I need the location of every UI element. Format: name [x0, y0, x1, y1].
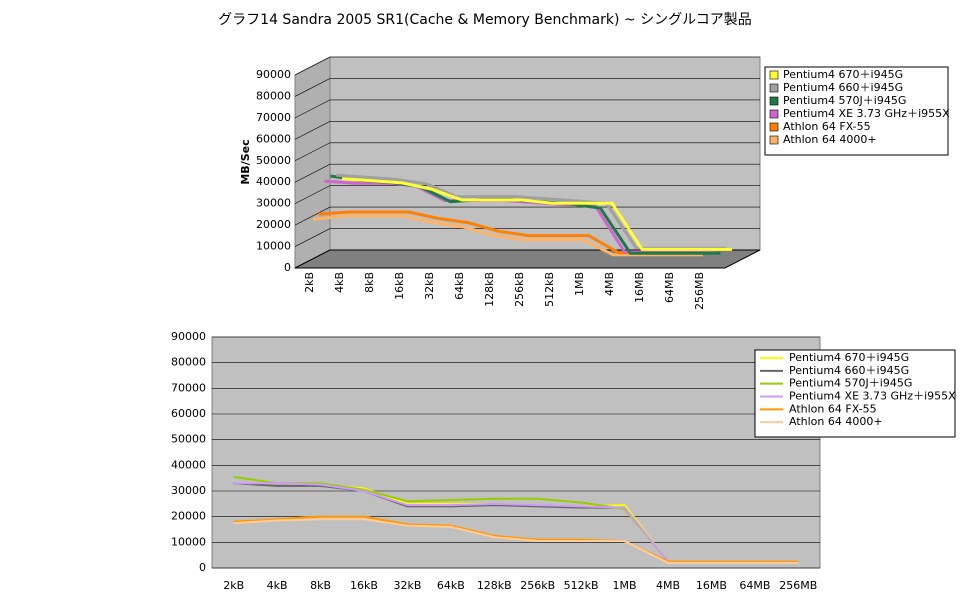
legend-label: Pentium4 XE 3.73 GHz＋i955X	[783, 107, 950, 120]
y-tick-label: 80000	[256, 89, 291, 102]
legend-swatch	[769, 122, 779, 132]
y-tick-label: 40000	[171, 458, 206, 471]
x-tick-label: 64kB	[437, 579, 465, 592]
legend-swatch	[769, 70, 779, 80]
chart-title: グラフ14 Sandra 2005 SR1(Cache & Memory Ben…	[218, 12, 752, 28]
y-tick-label: 40000	[256, 175, 291, 188]
x-tick-label: 2kB	[303, 272, 316, 293]
legend-swatch	[769, 96, 779, 106]
y-tick-label: 10000	[171, 535, 206, 548]
grid-line	[294, 56, 760, 76]
x-tick-label: 4MB	[603, 272, 616, 296]
x-tick-label: 2kB	[223, 579, 244, 592]
y-tick-label: 90000	[256, 68, 291, 81]
grid-line	[294, 185, 760, 204]
legend-swatch	[769, 135, 779, 145]
y-tick-label: 70000	[171, 381, 206, 394]
x-tick-label: 16MB	[633, 272, 646, 303]
series-line	[233, 515, 799, 563]
legend-label: Pentium4 670＋i945G	[789, 351, 909, 364]
y-tick-label: 20000	[256, 218, 291, 231]
x-tick-label: 1MB	[613, 579, 637, 592]
x-tick-label: 16MB	[696, 579, 727, 592]
legend-label: Pentium4 660＋i945G	[783, 81, 903, 94]
grid-line	[294, 121, 760, 140]
x-tick-label: 4kB	[267, 579, 288, 592]
y-tick-label: 50000	[256, 154, 291, 167]
x-tick-label: 16kB	[350, 579, 378, 592]
y-tick-label: 30000	[256, 197, 291, 210]
legend-label: Pentium4 XE 3.73 GHz＋i955X	[789, 390, 956, 403]
grid-line	[294, 99, 760, 119]
y-tick-label: 0	[284, 261, 291, 274]
y-tick-label: 30000	[171, 484, 206, 497]
legend-label: Athlon 64 4000+	[789, 415, 883, 428]
grid-line	[294, 228, 760, 247]
y-tick-label: 90000	[171, 330, 206, 343]
y-tick-label: 0	[199, 561, 206, 574]
legend-label: Pentium4 570J＋i945G	[783, 94, 906, 107]
x-tick-label: 1MB	[573, 272, 586, 296]
x-tick-label: 256MB	[779, 579, 817, 592]
legend-box	[764, 66, 949, 156]
x-tick-label: 64MB	[739, 579, 770, 592]
legend-swatch	[769, 109, 779, 119]
series-line	[233, 518, 799, 564]
x-tick-label: 64kB	[453, 272, 466, 300]
x-tick-label: 4kB	[333, 272, 346, 293]
x-tick-label: 8kB	[363, 272, 376, 293]
y-tick-label: 60000	[256, 132, 291, 145]
x-tick-label: 128kB	[483, 272, 496, 307]
x-tick-label: 64MB	[663, 272, 676, 303]
legend-label: Athlon 64 FX-55	[783, 120, 871, 133]
back-wall	[329, 56, 761, 251]
legend-swatch	[769, 83, 779, 93]
legend-label: Pentium4 670＋i945G	[783, 68, 903, 81]
y-tick-label: 80000	[171, 356, 206, 369]
series-line	[341, 177, 733, 251]
legend-label: Pentium4 660＋i945G	[789, 364, 909, 377]
x-tick-label: 512kB	[564, 579, 599, 592]
y-tick-label: 50000	[171, 433, 206, 446]
plot-area	[211, 336, 821, 569]
y-axis-label: MB/Sec	[239, 139, 252, 184]
x-tick-label: 256kB	[513, 272, 526, 307]
grid-line	[294, 163, 760, 183]
x-tick-label: 256MB	[693, 272, 706, 310]
y-tick-label: 10000	[256, 240, 291, 253]
legend-box	[754, 349, 956, 438]
y-tick-label: 20000	[171, 510, 206, 523]
legend-label: Pentium4 570J＋i945G	[789, 377, 912, 390]
legend-label: Athlon 64 4000+	[783, 133, 877, 146]
x-tick-label: 4MB	[656, 579, 680, 592]
side-wall	[294, 56, 331, 269]
x-tick-label: 8kB	[310, 579, 331, 592]
legend-label: Athlon 64 FX-55	[789, 402, 877, 415]
grid-line	[294, 78, 760, 97]
grid-line	[294, 206, 760, 226]
y-tick-label: 60000	[171, 407, 206, 420]
x-tick-label: 16kB	[393, 272, 406, 300]
x-tick-label: 32kB	[423, 272, 436, 300]
x-tick-label: 512kB	[543, 272, 556, 307]
grid-line	[294, 142, 760, 162]
y-tick-label: 70000	[256, 111, 291, 124]
x-tick-label: 256kB	[520, 579, 555, 592]
x-tick-label: 128kB	[477, 579, 512, 592]
x-tick-label: 32kB	[393, 579, 421, 592]
